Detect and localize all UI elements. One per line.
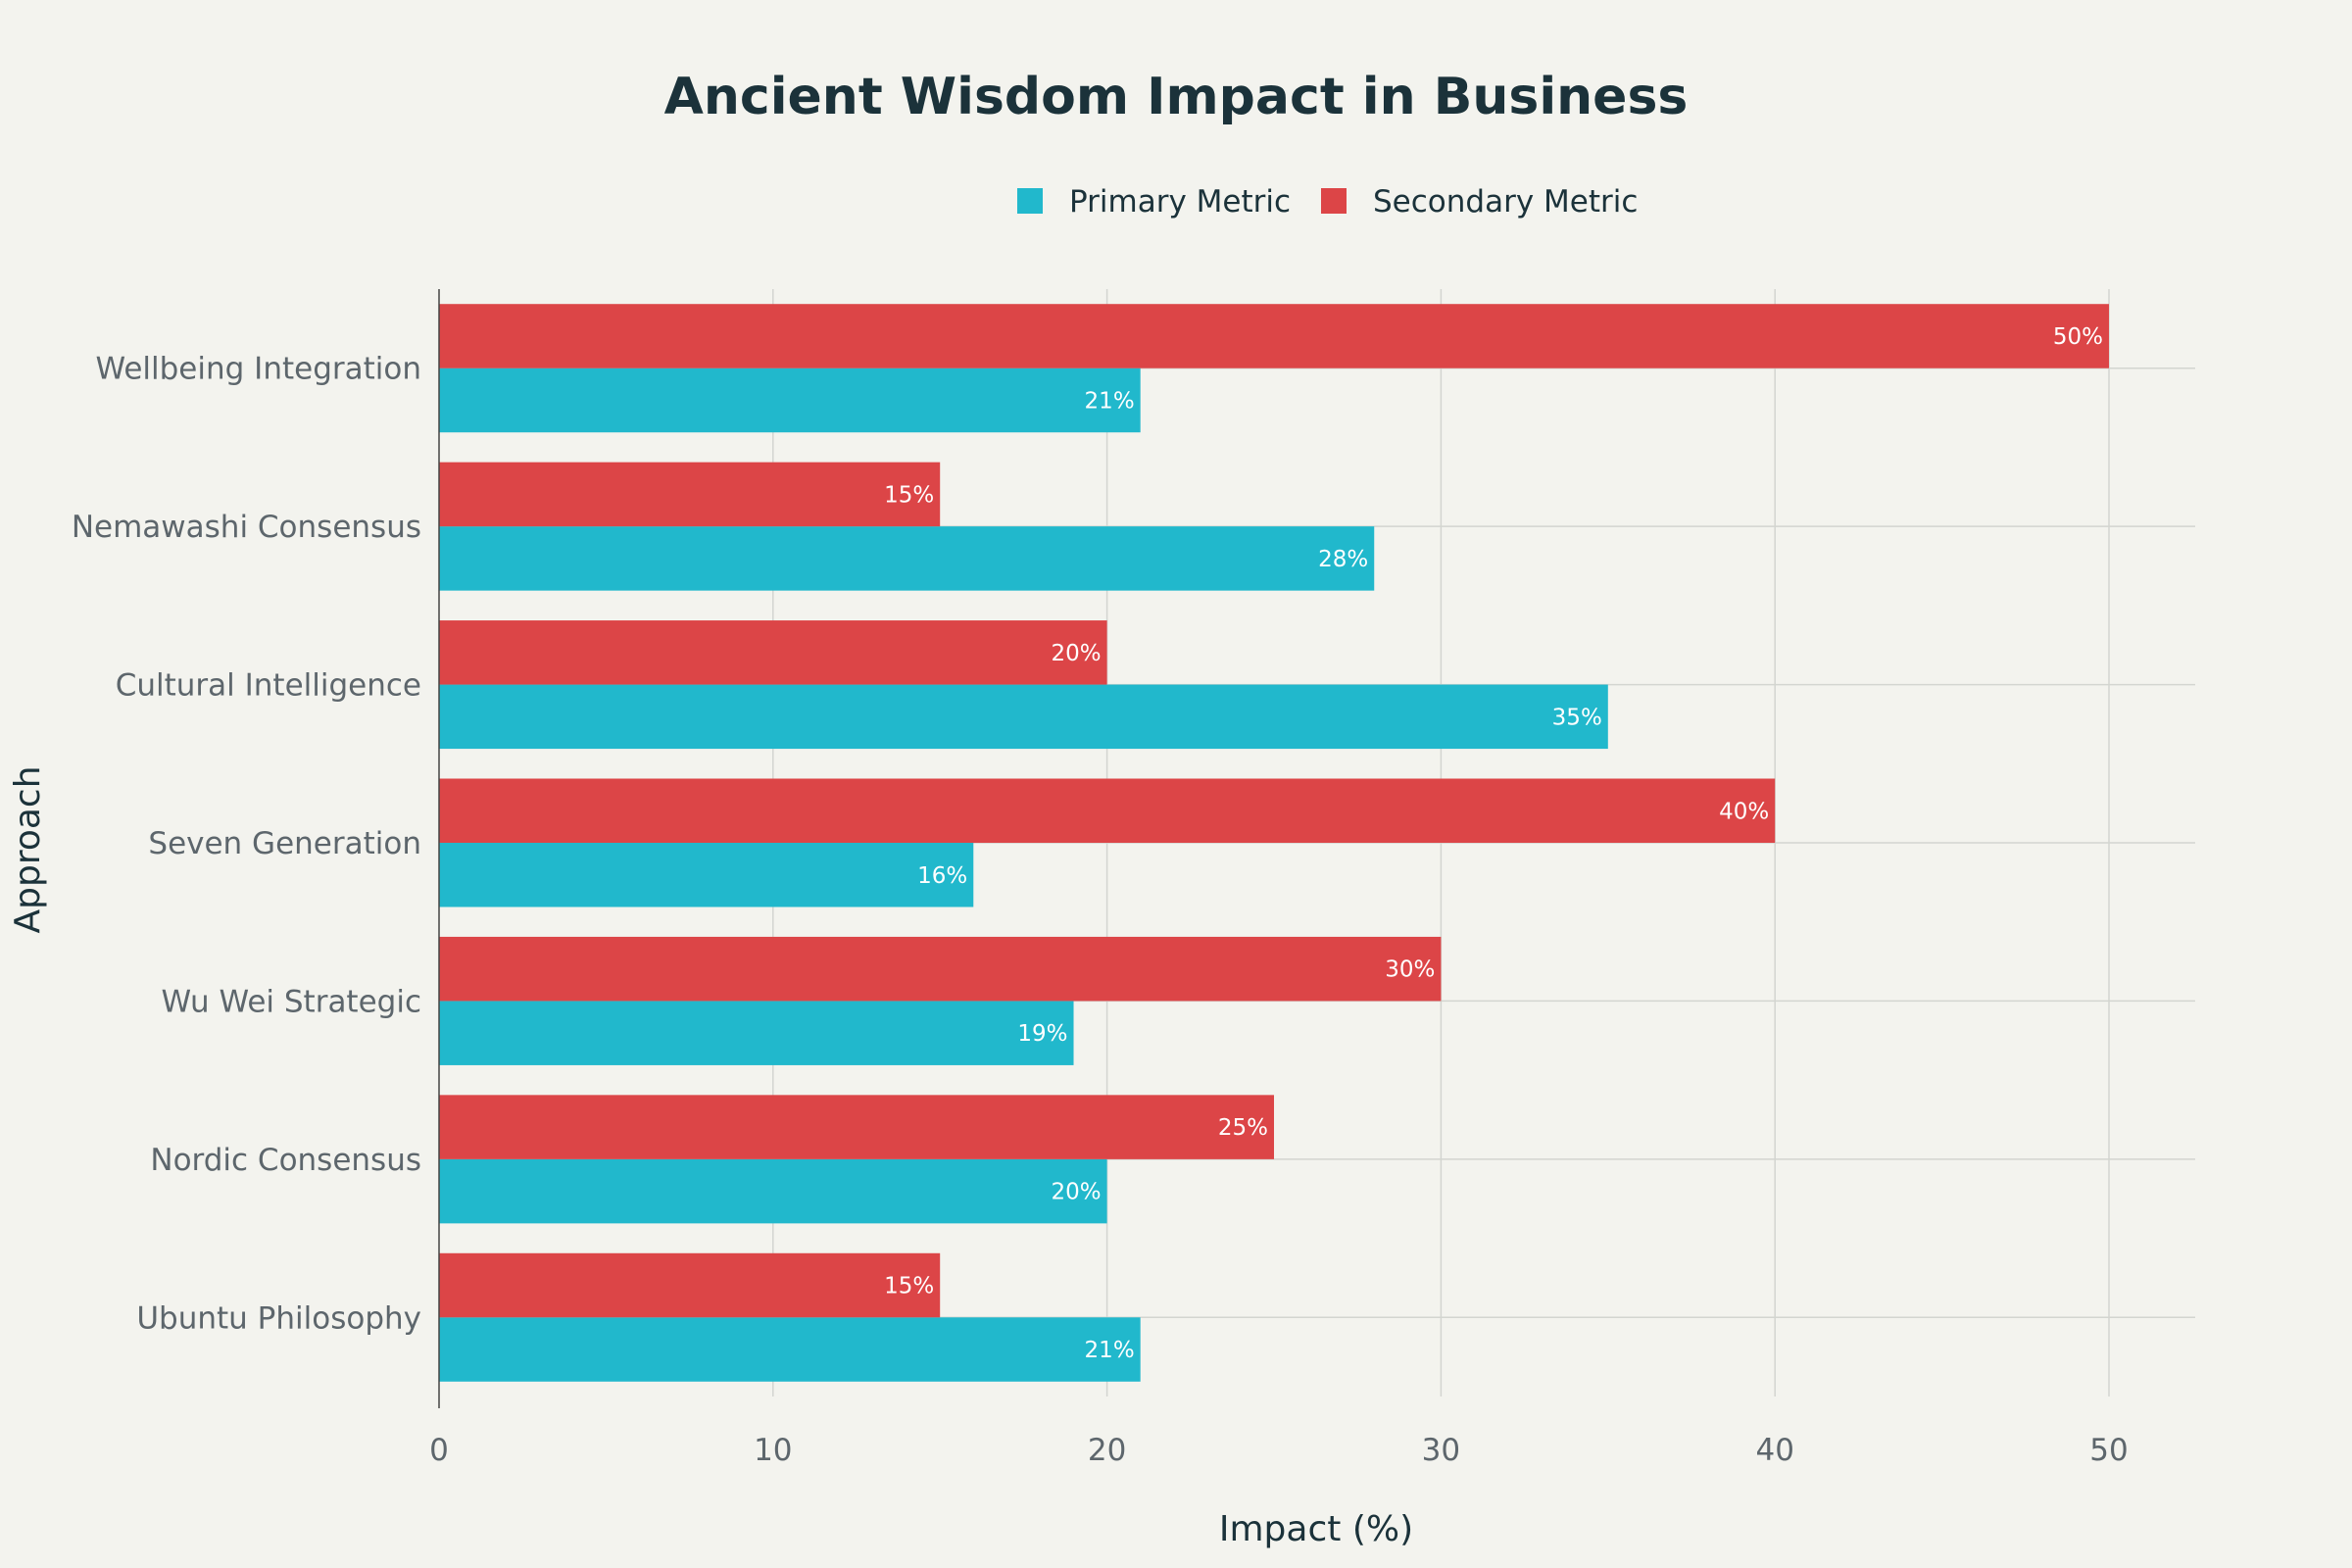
bar-secondary-metric-nordic-consensus[interactable] bbox=[439, 1095, 1274, 1159]
legend[interactable]: Primary Metric Secondary Metric bbox=[1017, 184, 1638, 220]
legend-label-primary[interactable]: Primary Metric bbox=[1069, 184, 1291, 220]
bar-secondary-metric-seven-generation[interactable] bbox=[439, 778, 1776, 844]
bar-label-primary-metric-ubuntu-philosophy: 21% bbox=[1085, 1338, 1135, 1363]
x-tick-label-20: 20 bbox=[1088, 1433, 1126, 1468]
bar-secondary-metric-wu-wei-strategic[interactable] bbox=[439, 936, 1442, 1002]
category-label-ubuntu-philosophy: Ubuntu Philosophy bbox=[136, 1300, 421, 1336]
bar-label-primary-metric-seven-generation: 16% bbox=[917, 863, 967, 889]
category-label-wu-wei-strategic: Wu Wei Strategic bbox=[161, 984, 421, 1019]
bar-primary-metric-wu-wei-strategic[interactable] bbox=[439, 1001, 1074, 1065]
legend-swatch-primary[interactable] bbox=[1017, 188, 1043, 214]
category-label-cultural-intelligence: Cultural Intelligence bbox=[116, 668, 421, 704]
bars bbox=[439, 304, 2109, 1382]
bar-label-secondary-metric-seven-generation: 40% bbox=[1719, 799, 1769, 824]
chart-title: Ancient Wisdom Impact in Business bbox=[664, 68, 1689, 126]
bar-secondary-metric-ubuntu-philosophy[interactable] bbox=[439, 1252, 941, 1318]
category-label-nordic-consensus: Nordic Consensus bbox=[150, 1143, 421, 1178]
x-tick-label-10: 10 bbox=[754, 1433, 792, 1468]
x-tick-label-0: 0 bbox=[429, 1433, 449, 1468]
category-label-nemawashi-consensus: Nemawashi Consensus bbox=[72, 510, 421, 545]
bar-value-labels: 21% 20% 19% 16% 35% 28% 21% 15% 25% 30% 40% 20% 15% 5… bbox=[884, 324, 2103, 1363]
bar-secondary-metric-cultural-intelligence[interactable] bbox=[439, 620, 1107, 685]
bar-label-primary-metric-cultural-intelligence: 35% bbox=[1552, 705, 1602, 730]
bar-label-primary-metric-nordic-consensus: 20% bbox=[1051, 1180, 1101, 1205]
y-axis: Ubuntu Philosophy Nordic Consensus Wu Wei … bbox=[72, 289, 440, 1408]
bar-label-secondary-metric-nemawashi-consensus: 15% bbox=[884, 482, 934, 508]
legend-swatch-secondary[interactable] bbox=[1321, 188, 1347, 214]
bar-label-secondary-metric-wellbeing-integration: 50% bbox=[2053, 324, 2103, 350]
bar-secondary-metric-wellbeing-integration[interactable] bbox=[439, 304, 2109, 368]
x-tick-label-30: 30 bbox=[1422, 1433, 1460, 1468]
bar-label-primary-metric-nemawashi-consensus: 28% bbox=[1318, 547, 1368, 572]
x-tick-label-40: 40 bbox=[1755, 1433, 1793, 1468]
bar-primary-metric-seven-generation[interactable] bbox=[439, 843, 974, 907]
x-axis: 0 10 20 30 40 50 bbox=[429, 1433, 2129, 1468]
bar-primary-metric-nordic-consensus[interactable] bbox=[439, 1158, 1107, 1224]
bar-label-secondary-metric-ubuntu-philosophy: 15% bbox=[884, 1274, 934, 1299]
bar-label-secondary-metric-nordic-consensus: 25% bbox=[1218, 1115, 1268, 1141]
bar-label-secondary-metric-wu-wei-strategic: 30% bbox=[1385, 957, 1435, 983]
bar-primary-metric-cultural-intelligence[interactable] bbox=[439, 684, 1608, 750]
bar-primary-metric-nemawashi-consensus[interactable] bbox=[439, 526, 1375, 591]
category-label-wellbeing-integration: Wellbeing Integration bbox=[96, 352, 422, 387]
bar-label-primary-metric-wellbeing-integration: 21% bbox=[1085, 388, 1135, 414]
bar-primary-metric-ubuntu-philosophy[interactable] bbox=[439, 1317, 1141, 1382]
bar-label-primary-metric-wu-wei-strategic: 19% bbox=[1017, 1021, 1067, 1047]
x-axis-title: Impact (%) bbox=[1219, 1509, 1413, 1549]
legend-label-secondary[interactable]: Secondary Metric bbox=[1373, 184, 1638, 220]
category-label-seven-generation: Seven Generation bbox=[148, 826, 421, 861]
bar-label-secondary-metric-cultural-intelligence: 20% bbox=[1051, 641, 1101, 666]
bar-primary-metric-wellbeing-integration[interactable] bbox=[439, 368, 1141, 433]
y-axis-title: Approach bbox=[8, 765, 48, 933]
x-tick-label-50: 50 bbox=[2089, 1433, 2128, 1468]
bar-secondary-metric-nemawashi-consensus[interactable] bbox=[439, 462, 941, 527]
